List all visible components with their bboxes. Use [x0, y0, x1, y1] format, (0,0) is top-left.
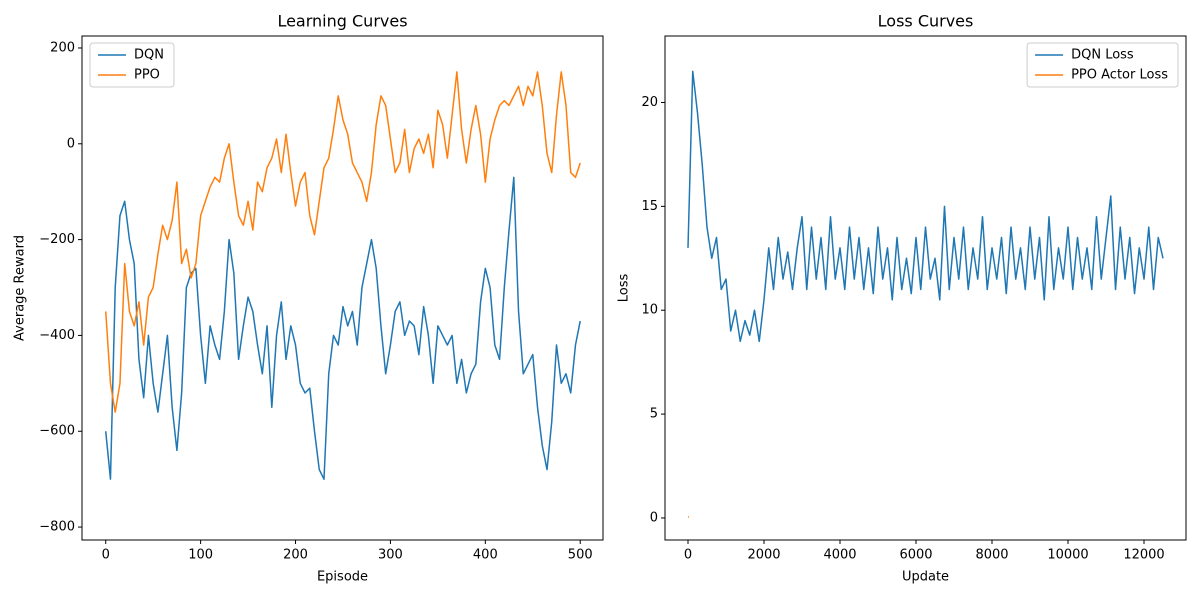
y-axis-label: Average Reward	[13, 235, 28, 341]
x-tick-label: 400	[473, 548, 498, 563]
axes-frame	[81, 35, 604, 541]
x-tick-label: 8000	[975, 548, 1008, 563]
x-tick-label: 200	[283, 548, 308, 563]
y-tick-label: −800	[39, 520, 75, 535]
chart-title: Learning Curves	[277, 12, 407, 31]
y-tick-label: 10	[641, 303, 658, 318]
legend-label: DQN	[134, 48, 164, 63]
x-axis-label: Update	[902, 570, 949, 585]
series-line	[104, 176, 581, 480]
legend-label: PPO Actor Loss	[1071, 68, 1168, 83]
chart-title: Loss Curves	[878, 12, 974, 31]
series-line	[687, 70, 1164, 343]
legend: DQN PPO	[89, 42, 175, 88]
legend: DQN Loss PPO Actor Loss	[1026, 42, 1179, 88]
y-axis-label: Loss	[617, 274, 632, 303]
legend-box	[1026, 42, 1179, 88]
series-line	[104, 71, 581, 413]
y-tick-label: 0	[650, 510, 658, 525]
axes-frame	[664, 35, 1187, 541]
x-tick-label: 0	[102, 548, 110, 563]
y-tick-label: 200	[50, 40, 75, 55]
x-tick-label: 2000	[747, 548, 780, 563]
y-tick-label: 20	[641, 95, 658, 110]
plot-area	[665, 36, 1186, 540]
y-tick-label: −400	[39, 328, 75, 343]
y-tick-label: 15	[641, 199, 658, 214]
y-tick-label: 5	[650, 407, 658, 422]
x-tick-label: 10000	[1047, 548, 1088, 563]
plot-area	[82, 36, 603, 540]
legend-label: PPO	[134, 68, 160, 83]
legend-label: DQN Loss	[1071, 48, 1134, 63]
y-tick-label: −600	[39, 424, 75, 439]
x-tick-label: 300	[378, 548, 403, 563]
x-tick-label: 500	[568, 548, 593, 563]
x-tick-label: 100	[188, 548, 213, 563]
x-axis-label: Episode	[317, 570, 368, 585]
y-tick-label: 0	[67, 136, 75, 151]
x-tick-label: 0	[684, 548, 692, 563]
x-tick-label: 4000	[823, 548, 856, 563]
legend-box	[89, 42, 175, 88]
x-tick-label: 6000	[899, 548, 932, 563]
y-tick-label: −200	[39, 232, 75, 247]
x-tick-label: 12000	[1123, 548, 1164, 563]
